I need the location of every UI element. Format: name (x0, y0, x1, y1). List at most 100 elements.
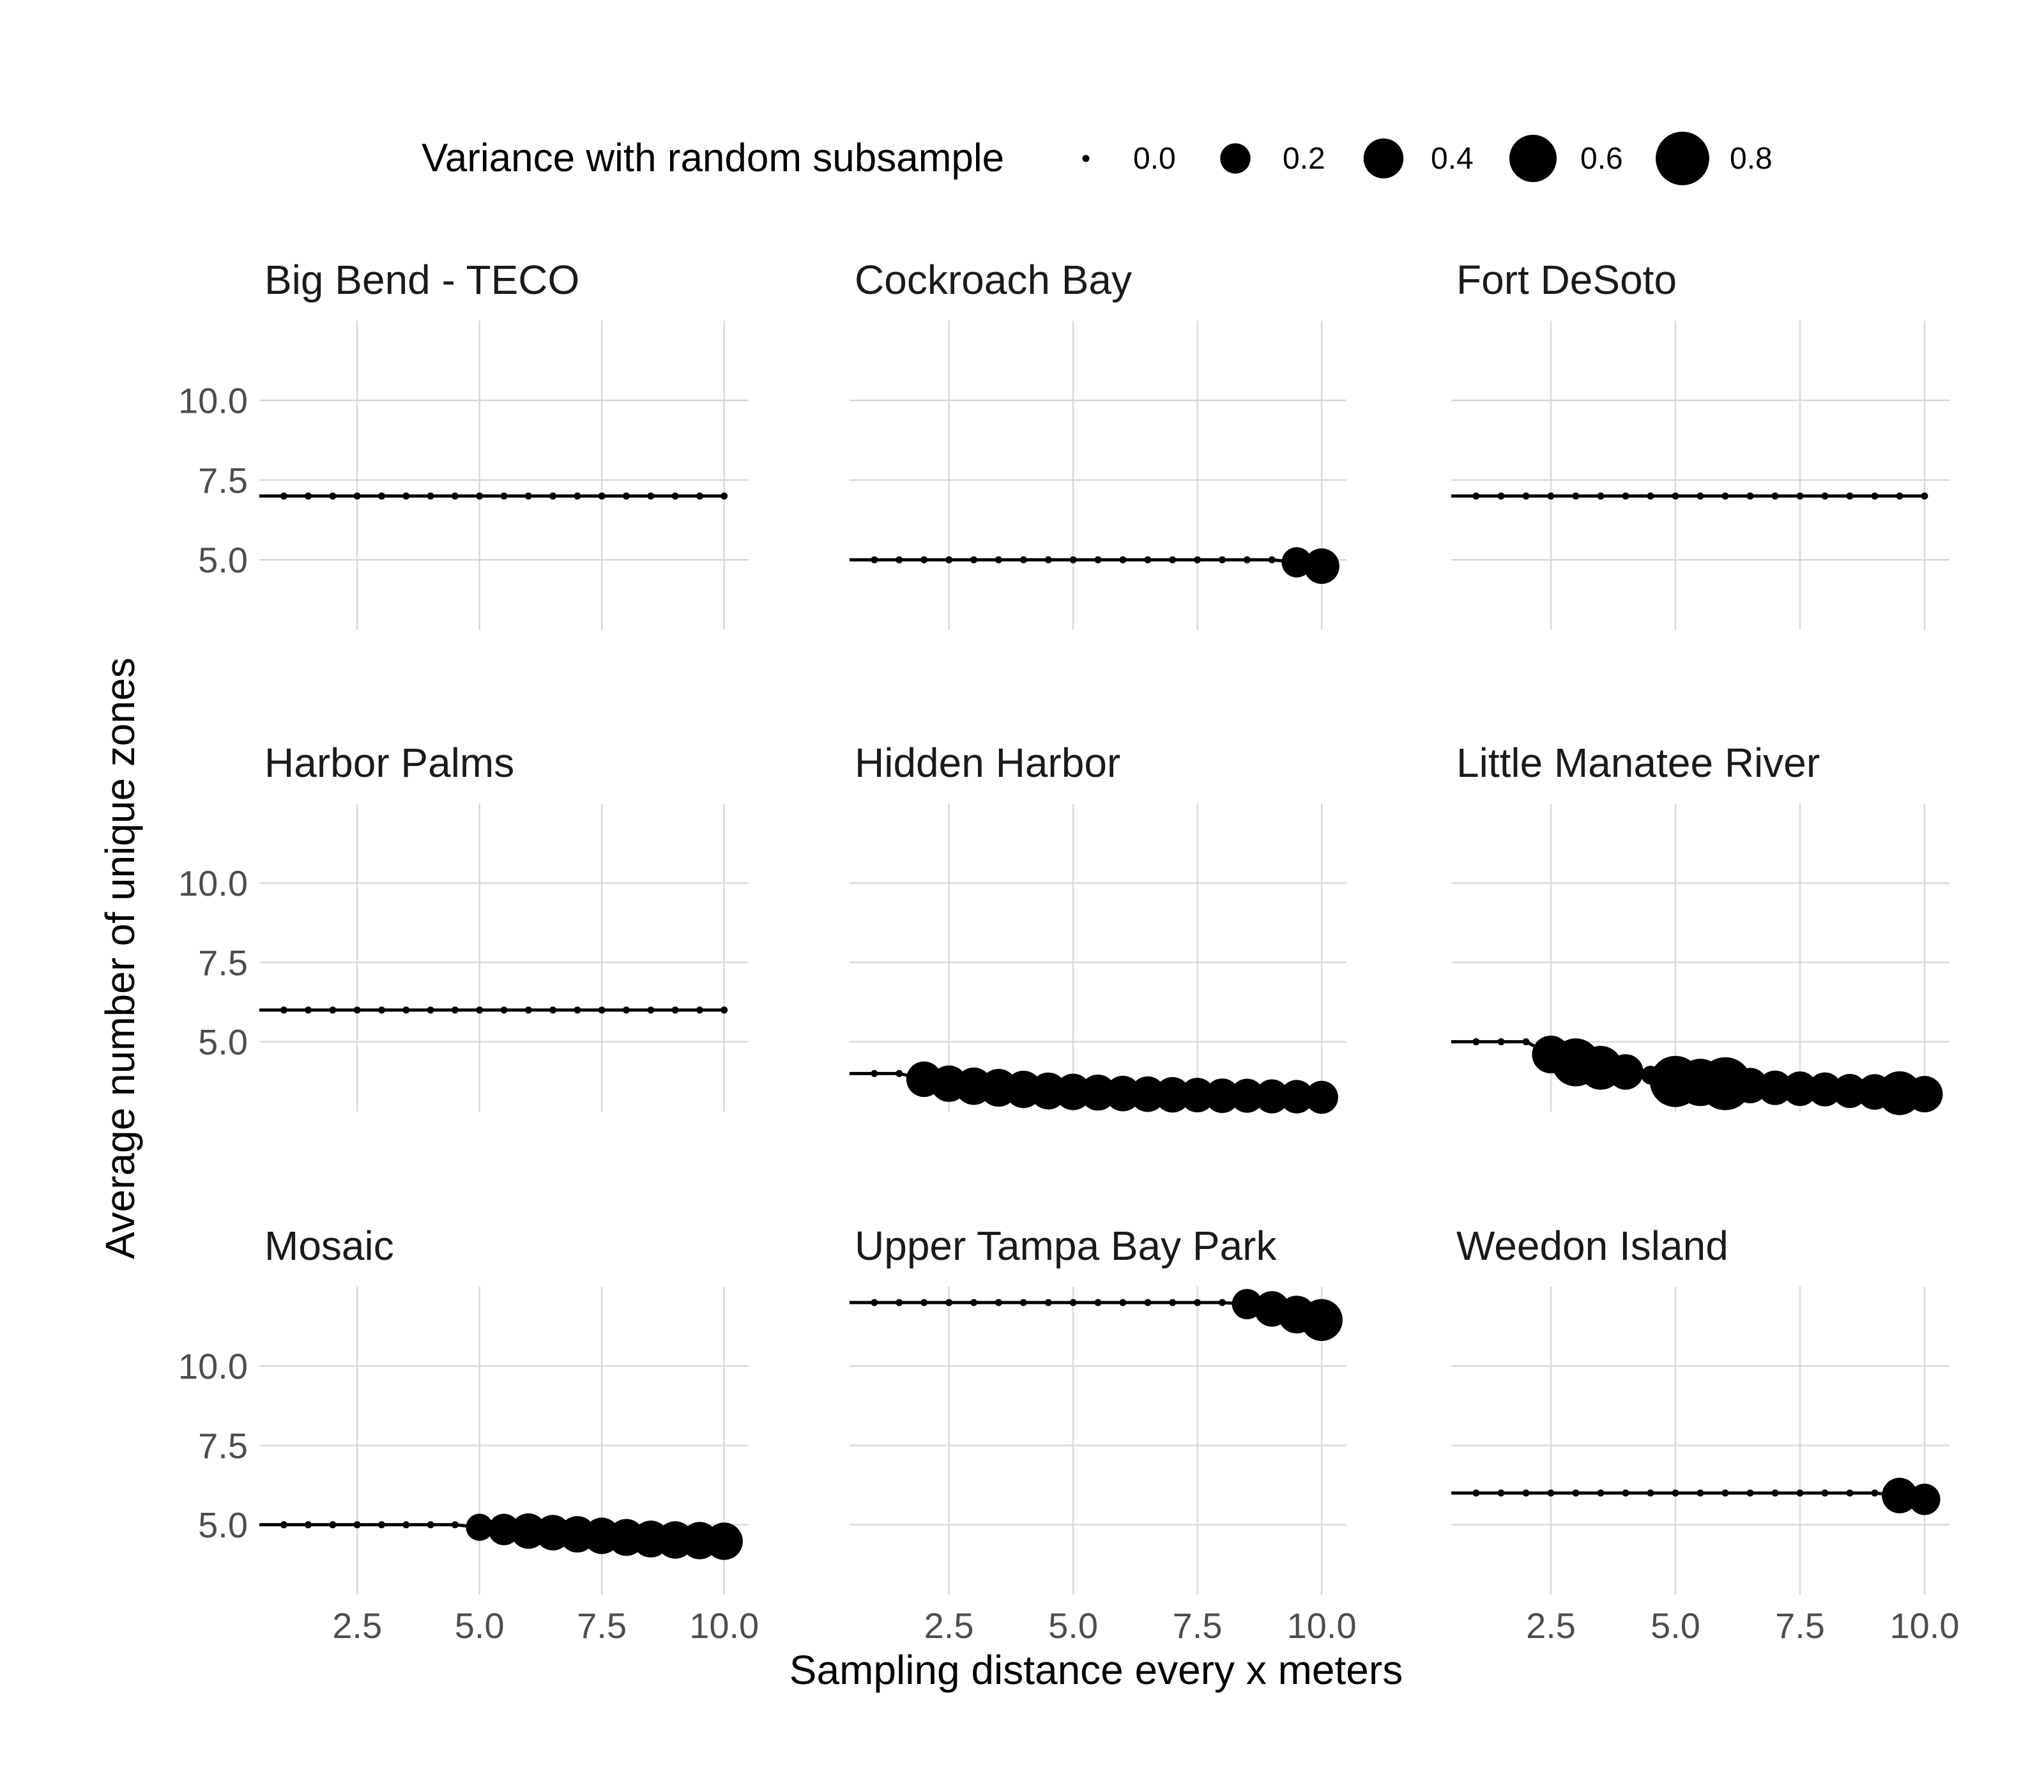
data-point (1119, 556, 1127, 563)
data-point (945, 556, 953, 563)
data-point (598, 1006, 606, 1014)
x-tick-label: 7.5 (577, 1605, 627, 1646)
data-point (623, 1006, 630, 1014)
data-point (920, 556, 928, 563)
data-point (1782, 1071, 1818, 1107)
x-tick-label: 2.5 (924, 1605, 974, 1646)
data-point (1572, 1489, 1580, 1497)
data-point (427, 1521, 434, 1529)
x-tick-label: 2.5 (332, 1605, 382, 1646)
x-tick-label: 10.0 (689, 1605, 759, 1646)
y-tick-label: 5.0 (198, 1505, 248, 1545)
data-point (1697, 1489, 1704, 1497)
data-point (896, 1299, 903, 1306)
data-point (524, 492, 532, 500)
data-point (647, 492, 655, 500)
facet-panel: Little Manatee River (1451, 740, 1949, 1115)
data-point (1169, 1299, 1177, 1306)
data-point (549, 492, 557, 500)
data-point (353, 492, 361, 500)
data-point (427, 1006, 434, 1014)
data-point (896, 556, 903, 563)
data-point (1069, 1299, 1077, 1306)
data-point (1522, 492, 1530, 500)
data-point (1019, 556, 1027, 563)
data-point (1154, 1076, 1191, 1113)
data-point (1746, 492, 1754, 500)
data-point (1219, 556, 1226, 563)
data-point (1757, 1070, 1793, 1105)
y-tick-label: 10.0 (178, 1346, 248, 1386)
data-point (402, 1006, 410, 1014)
data-point (1094, 1299, 1102, 1306)
facet-panel: Weedon Island 2.5 5.0 7.5 10.0 (1451, 1223, 1960, 1646)
legend-key-circle (1363, 138, 1404, 179)
x-tick-label: 2.5 (1526, 1605, 1576, 1646)
x-tick-label: 7.5 (1775, 1605, 1825, 1646)
y-tick-label: 7.5 (198, 1425, 248, 1466)
data-point (1522, 1038, 1530, 1046)
data-point (1821, 1489, 1829, 1497)
data-point (1547, 492, 1555, 500)
data-point (1094, 556, 1102, 563)
data-point (871, 1069, 878, 1077)
data-point (1622, 492, 1629, 500)
legend-key-circle (1509, 134, 1557, 183)
data-point (721, 492, 728, 500)
data-point (1572, 492, 1580, 500)
data-point (705, 1522, 743, 1560)
legend-key-circle (1220, 143, 1251, 174)
data-point (329, 492, 337, 500)
legend: Variance with random subsample 0.0 0.2 0.4… (422, 132, 1773, 185)
facet-title: Weedon Island (1456, 1223, 1728, 1269)
data-point (1019, 1299, 1027, 1306)
data-point (1871, 1489, 1879, 1497)
data-point (1846, 1489, 1854, 1497)
x-axis-title: Sampling distance every x meters (789, 1647, 1403, 1693)
y-tick-label: 5.0 (198, 540, 248, 580)
data-point (920, 1299, 928, 1306)
data-point (1846, 492, 1854, 500)
facet-panel: Hidden Harbor (850, 740, 1346, 1114)
data-point (1130, 1076, 1166, 1112)
facet-title: Cockroach Bay (855, 257, 1132, 303)
facet-title: Little Manatee River (1456, 740, 1820, 786)
data-point (647, 1006, 655, 1014)
legend-key-label: 0.2 (1283, 142, 1325, 176)
data-point (402, 1521, 410, 1529)
data-point (1808, 1072, 1842, 1107)
data-point (451, 1006, 459, 1014)
data-point (1746, 1489, 1754, 1497)
data-point (1230, 1078, 1265, 1113)
data-point (402, 492, 410, 500)
data-point (1194, 556, 1201, 563)
data-point (1305, 1080, 1338, 1114)
data-point (1647, 1489, 1654, 1497)
facet-panel: Upper Tampa Bay Park 2.5 5.0 7.5 10.0 (850, 1223, 1357, 1646)
facet-title: Big Bend - TECO (264, 257, 579, 303)
data-point (500, 1006, 508, 1014)
data-point (970, 556, 977, 563)
y-axis-title: Average number of unique zones (97, 657, 143, 1259)
x-tick-label: 10.0 (1890, 1605, 1960, 1646)
data-point (280, 492, 287, 500)
data-point (451, 492, 459, 500)
data-point (1771, 492, 1779, 500)
series-line (850, 558, 1322, 568)
data-point (1268, 556, 1276, 563)
data-point (353, 1521, 361, 1529)
data-point (721, 1006, 728, 1014)
y-tick-label: 7.5 (198, 460, 248, 500)
y-tick-label: 10.0 (178, 381, 248, 421)
data-point (1079, 1075, 1117, 1111)
data-point (1180, 1078, 1215, 1113)
data-point (598, 492, 606, 500)
data-point (1721, 1489, 1729, 1497)
data-point (1300, 1299, 1343, 1341)
data-point (1044, 1299, 1052, 1306)
data-point (353, 1006, 361, 1014)
data-point (1304, 548, 1339, 584)
data-point (1896, 492, 1903, 500)
data-point (378, 492, 385, 500)
